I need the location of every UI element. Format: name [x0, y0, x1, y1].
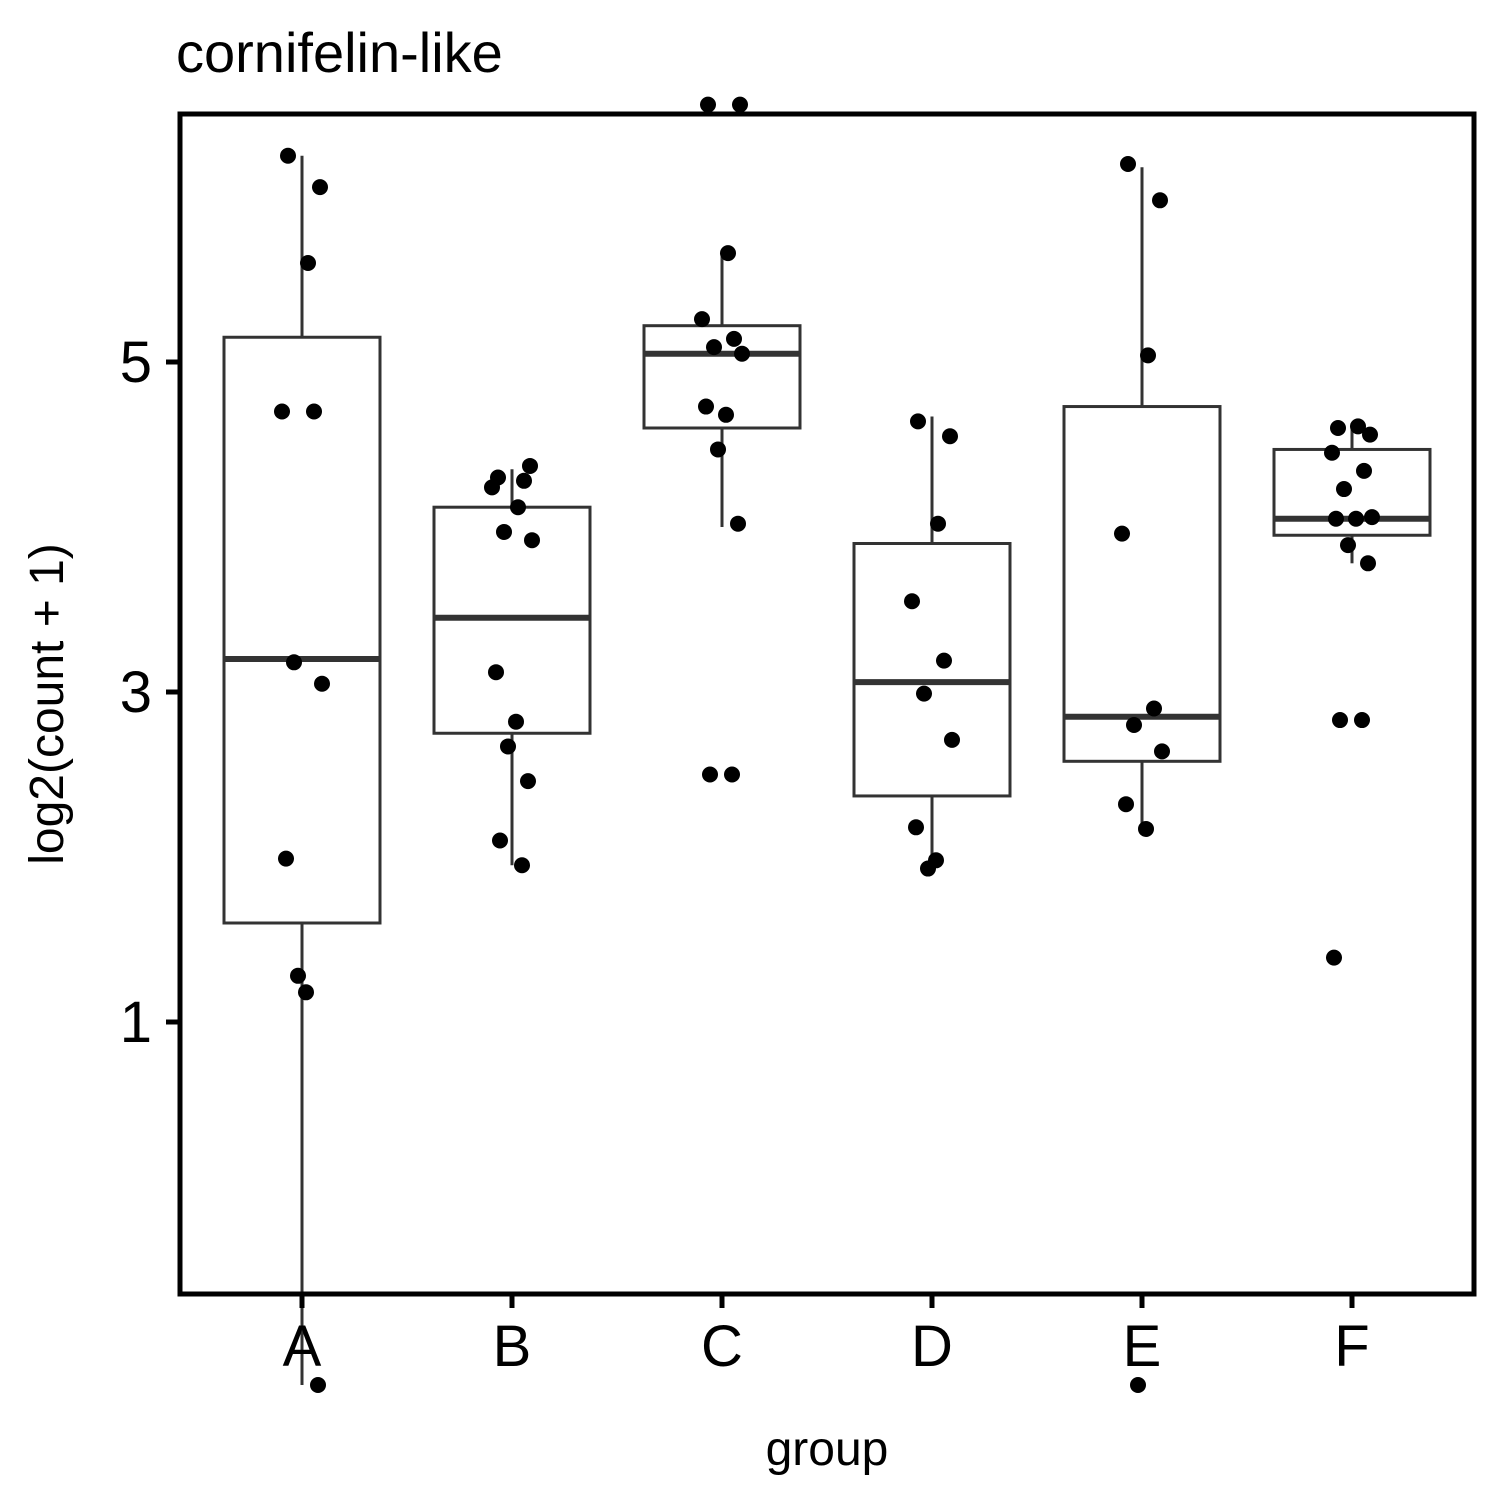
x-axis-label: group: [766, 1423, 889, 1476]
data-point: [702, 766, 718, 783]
data-point: [916, 685, 932, 702]
data-point: [314, 675, 330, 692]
data-point: [1120, 156, 1136, 172]
data-point: [508, 713, 524, 730]
data-point: [510, 499, 526, 516]
data-point: [312, 179, 328, 196]
data-point: [514, 857, 530, 874]
data-point: [1326, 949, 1342, 966]
chart-title: cornifelin-like: [176, 21, 503, 84]
data-point: [522, 457, 538, 474]
data-point: [1362, 426, 1378, 443]
data-point: [694, 311, 710, 328]
y-tick-label-5: 5: [120, 330, 152, 395]
x-tick-label-a: A: [283, 1314, 322, 1379]
data-point: [726, 330, 742, 347]
y-axis: 1 3 5: [120, 330, 180, 1055]
boxplot-group-e: [1062, 156, 1222, 1393]
data-point: [520, 773, 536, 790]
data-point: [1356, 462, 1372, 479]
data-point: [910, 413, 926, 430]
data-point: [1332, 712, 1348, 729]
data-point: [700, 96, 716, 113]
boxplot-group-b: [432, 457, 592, 874]
data-point: [488, 664, 504, 681]
data-point: [524, 532, 540, 549]
data-point: [1130, 1377, 1146, 1393]
data-point: [1348, 510, 1364, 527]
data-point: [500, 738, 516, 755]
data-point: [1354, 712, 1370, 729]
data-point: [1118, 796, 1134, 813]
x-tick-label-f: F: [1334, 1314, 1369, 1379]
data-point: [1360, 555, 1376, 572]
boxplot-group-f: [1272, 418, 1432, 966]
x-tick-label-e: E: [1123, 1314, 1162, 1379]
data-point: [1330, 420, 1346, 436]
boxplot-group-c: [642, 96, 802, 783]
boxplot-group-d: [852, 413, 1012, 877]
data-point: [516, 472, 532, 489]
data-point: [278, 850, 294, 867]
data-point: [274, 403, 290, 420]
data-point: [942, 428, 958, 445]
plot-panel-border: [177, 111, 1477, 1297]
data-point: [280, 147, 296, 164]
data-point: [908, 819, 924, 836]
data-point: [698, 398, 714, 415]
data-point: [1154, 743, 1170, 760]
data-point: [1146, 700, 1162, 717]
data-point: [290, 967, 306, 984]
data-point: [1152, 192, 1168, 209]
data-point: [306, 403, 322, 420]
data-point: [1336, 481, 1352, 498]
data-point: [904, 593, 920, 610]
data-point: [492, 832, 508, 849]
data-point: [734, 345, 750, 362]
box-iqr: [1062, 405, 1222, 763]
data-point: [1140, 347, 1156, 364]
data-point: [720, 245, 736, 262]
data-point: [1350, 418, 1366, 435]
data-point: [1324, 444, 1340, 461]
y-axis-label: log2(count + 1): [21, 543, 74, 865]
plot-area: [222, 96, 1432, 1393]
x-tick-label-b: B: [493, 1314, 532, 1379]
x-tick-label-c: C: [701, 1314, 743, 1379]
data-point: [484, 479, 500, 496]
data-point: [944, 731, 960, 748]
data-point: [1328, 510, 1344, 527]
box-iqr: [852, 542, 1012, 798]
data-point: [730, 515, 746, 532]
data-point: [920, 860, 936, 877]
data-point: [732, 96, 748, 113]
data-point: [1138, 820, 1154, 837]
data-point: [706, 339, 722, 356]
data-point: [936, 652, 952, 669]
data-point: [718, 406, 734, 423]
data-point: [310, 1377, 326, 1393]
boxplot-group-a: [222, 147, 382, 1393]
y-tick-label-3: 3: [120, 660, 152, 725]
data-point: [724, 766, 740, 783]
data-point: [710, 441, 726, 458]
data-point: [1114, 525, 1130, 542]
data-point: [1364, 509, 1380, 526]
data-point: [1340, 537, 1356, 554]
data-point: [286, 654, 302, 671]
data-point: [1126, 717, 1142, 733]
x-axis: A B C D E F: [283, 1294, 1370, 1379]
data-point: [300, 255, 316, 271]
data-point: [496, 523, 512, 540]
y-tick-label-1: 1: [120, 990, 152, 1055]
box-iqr: [222, 335, 382, 925]
data-point: [930, 515, 946, 532]
data-point: [298, 984, 314, 1001]
x-tick-label-d: D: [911, 1314, 953, 1379]
